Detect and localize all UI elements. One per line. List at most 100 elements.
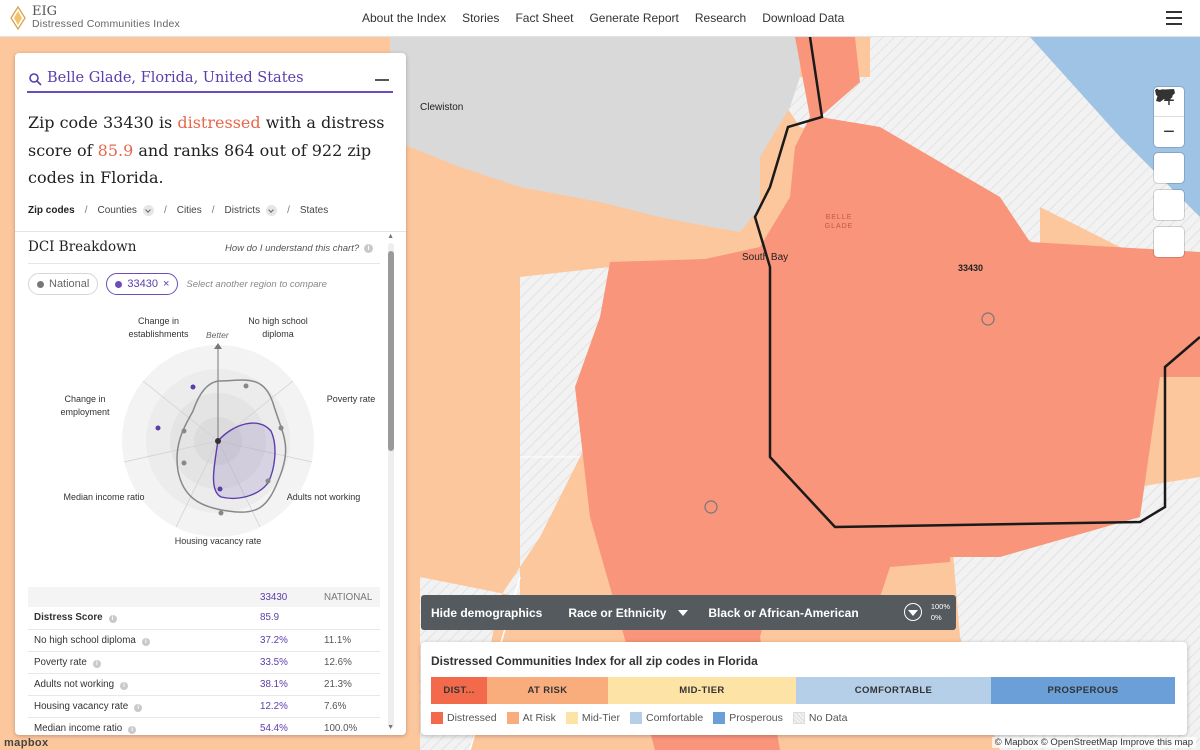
region-panel: Belle Glade, Florida, United States Zip … <box>15 53 406 735</box>
chevron-down-icon <box>266 205 278 216</box>
radar-axis-no-hs: No high school diploma <box>248 316 308 339</box>
main-nav: About the Index Stories Fact Sheet Gener… <box>362 0 844 36</box>
info-icon[interactable]: i <box>92 659 101 668</box>
radar-axis-adults: Adults not working <box>286 492 361 502</box>
legend-keys: Distressed At Risk Mid-Tier Comfortable … <box>431 712 847 724</box>
tab-counties[interactable]: Counties <box>97 205 154 216</box>
usa-view-button[interactable] <box>1154 89 1184 257</box>
column-national: NATIONAL <box>318 587 380 607</box>
map-label-zip: 33430 <box>958 263 984 273</box>
hawaii-view-button[interactable] <box>1154 88 1184 220</box>
column-region: 33430 <box>254 587 318 607</box>
search-input[interactable]: Belle Glade, Florida, United States <box>47 70 304 86</box>
nav-research[interactable]: Research <box>694 11 747 25</box>
nav-fact-sheet[interactable]: Fact Sheet <box>515 11 574 25</box>
info-icon[interactable]: i <box>120 681 129 690</box>
location-search[interactable]: Belle Glade, Florida, United States <box>27 67 393 93</box>
chip-region[interactable]: 33430 × <box>106 273 179 295</box>
dci-data-table: 33430 NATIONAL Distress Score i 85.9 No h… <box>28 587 380 735</box>
zoom-in-button[interactable]: + <box>1154 87 1184 117</box>
compare-region-input[interactable]: Select another region to compare <box>186 278 327 290</box>
radar-axis-income: Median income ratio <box>63 492 145 502</box>
info-icon[interactable]: i <box>108 615 117 624</box>
panel-scrollbar[interactable] <box>388 243 394 728</box>
dci-radar-chart: Better Change in establishments No high … <box>28 311 380 581</box>
nav-download-data[interactable]: Download Data <box>762 11 845 25</box>
table-row: Adults not working i 38.1% 21.3% <box>28 673 380 696</box>
chevron-down-icon <box>142 205 154 216</box>
info-icon[interactable]: i <box>134 703 143 712</box>
nav-generate-report[interactable]: Generate Report <box>589 11 679 25</box>
legend-seg-mid-tier[interactable]: MID-TIER <box>608 677 796 704</box>
brand-name: Distressed Communities Index <box>32 18 180 30</box>
breakdown-title: DCI Breakdown <box>28 239 137 255</box>
table-row: Poverty rate i 33.5% 12.6% <box>28 651 380 674</box>
scroll-up-arrow[interactable]: ▲ <box>387 233 394 240</box>
radar-axis-employment: Change in employment <box>60 394 110 417</box>
legend-seg-distressed[interactable]: DIST... <box>431 677 487 704</box>
table-row: Housing vacancy rate i 12.2% 7.6% <box>28 695 380 718</box>
table-row: Median income ratio i 54.4% 100.0% <box>28 717 380 735</box>
map-controls: + − <box>1154 87 1184 264</box>
legend-bar: DIST... AT RISK MID-TIER COMFORTABLE PRO… <box>431 677 1175 704</box>
radar-better-label: Better <box>206 330 229 340</box>
zoom-out-button[interactable]: − <box>1163 120 1175 143</box>
legend-seg-comfortable[interactable]: COMFORTABLE <box>796 677 991 704</box>
map-label-belle-glade: BELLE GLADE <box>824 214 854 230</box>
category-dropdown[interactable]: Race or Ethnicity <box>568 606 689 620</box>
legend-key-distressed: Distressed <box>431 712 497 724</box>
alaska-view-button[interactable] <box>1154 89 1184 183</box>
status-text: distressed <box>177 113 261 132</box>
close-icon[interactable]: × <box>162 278 170 290</box>
info-icon[interactable]: i <box>128 725 137 734</box>
tab-states[interactable]: States <box>299 205 329 216</box>
radar-axis-poverty: Poverty rate <box>326 394 376 404</box>
group-dropdown[interactable]: Black or African-American <box>708 606 919 620</box>
radar-axis-vacancy: Housing vacancy rate <box>174 536 262 546</box>
info-icon: i <box>364 244 374 253</box>
breakdown-help-link[interactable]: How do I understand this chart? i <box>225 243 374 254</box>
tab-districts[interactable]: Districts <box>225 205 278 216</box>
brand-short: EIG <box>32 4 58 19</box>
legend-title: Distressed Communities Index for all zip… <box>431 654 758 668</box>
demographics-scale: 100% 0% <box>930 602 950 622</box>
nav-stories[interactable]: Stories <box>462 11 500 25</box>
tab-cities[interactable]: Cities <box>176 205 202 216</box>
region-summary: Zip code 33430 is distressed with a dist… <box>28 113 385 187</box>
radar-axis-establishments: Change in establishments <box>128 316 189 339</box>
dci-legend: Distressed Communities Index for all zip… <box>421 642 1187 735</box>
divider <box>15 231 406 232</box>
tab-zip-codes[interactable]: Zip codes <box>28 205 75 216</box>
legend-key-no-data: No Data <box>792 712 847 724</box>
legend-key-comfortable: Comfortable <box>629 712 703 724</box>
chip-national[interactable]: National <box>28 273 99 295</box>
usa-map-icon <box>1155 89 1175 100</box>
scrollbar-thumb[interactable] <box>388 251 394 451</box>
top-nav-bar: EIG Distressed Communities Index About t… <box>0 0 1200 37</box>
scroll-down-arrow[interactable]: ▼ <box>387 724 394 731</box>
collapse-panel-icon[interactable] <box>375 79 389 81</box>
map-label-south-bay: South Bay <box>742 252 789 263</box>
compare-chips: National 33430 × Select another region to… <box>28 273 327 295</box>
legend-seg-at-risk[interactable]: AT RISK <box>487 677 608 704</box>
legend-key-prosperous: Prosperous <box>713 712 783 724</box>
hide-demographics-button[interactable]: Hide demographics <box>431 605 543 620</box>
table-row: Distress Score i 85.9 <box>28 607 380 630</box>
table-row: No high school diploma i 37.2% 11.1% <box>28 629 380 652</box>
demographics-bar: Hide demographics Race or Ethnicity Blac… <box>421 595 956 630</box>
info-icon[interactable]: i <box>141 637 150 646</box>
nav-about[interactable]: About the Index <box>362 11 447 25</box>
map-attribution[interactable]: © Mapbox © OpenStreetMap Improve this ma… <box>991 737 1196 748</box>
score-text: 85.9 <box>97 140 134 160</box>
search-icon <box>29 73 42 86</box>
proportional-circle-icon <box>904 603 922 621</box>
diamond-logo-icon <box>10 6 26 30</box>
geography-tabs: Zip codes / Counties / Cities / District… <box>28 205 329 216</box>
hamburger-menu-icon[interactable] <box>1166 11 1182 25</box>
mapbox-logo[interactable]: mapbox <box>4 737 49 749</box>
caret-down-icon <box>678 609 689 616</box>
eig-logo[interactable]: EIG Distressed Communities Index <box>10 4 180 30</box>
legend-seg-prosperous[interactable]: PROSPEROUS <box>991 677 1175 704</box>
legend-key-mid-tier: Mid-Tier <box>565 712 620 724</box>
map-label-clewiston: Clewiston <box>420 102 464 113</box>
